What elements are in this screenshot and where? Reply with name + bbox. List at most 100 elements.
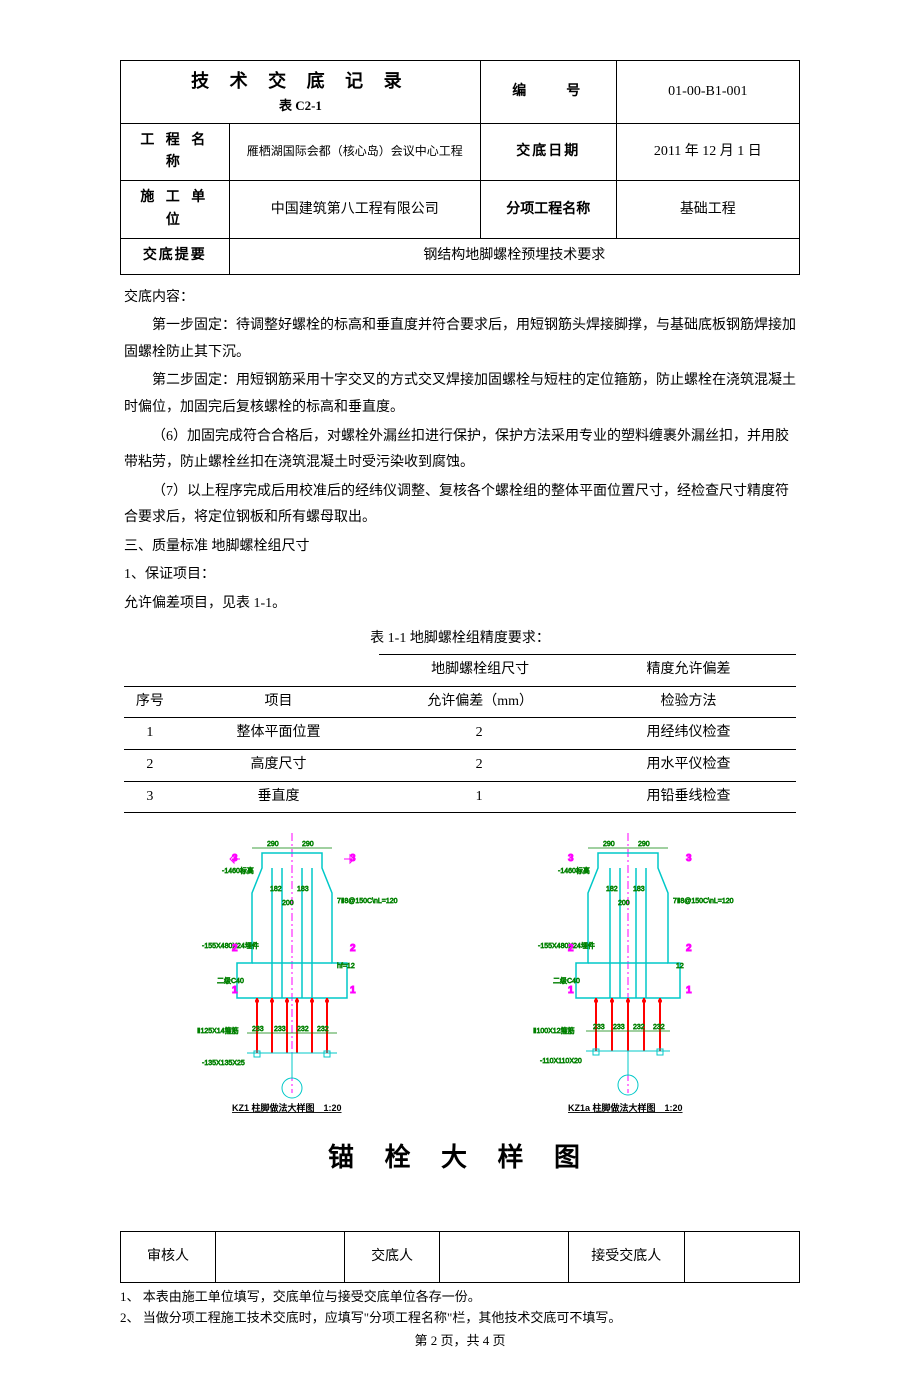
project-label: 工 程 名 称 [121, 123, 230, 181]
subproj-value: 基础工程 [616, 181, 799, 239]
reviewer-label: 审核人 [121, 1231, 216, 1282]
svg-text:233: 233 [252, 1026, 264, 1033]
svg-text:2: 2 [350, 943, 356, 954]
svg-text:7Ⅱ8@150C\nL=120: 7Ⅱ8@150C\nL=120 [673, 898, 734, 905]
spec-item: 整体平面位置 [178, 718, 380, 750]
svg-text:290: 290 [603, 841, 615, 848]
svg-text:Ⅱ125X14箍筋: Ⅱ125X14箍筋 [197, 1026, 239, 1035]
spec-n: 2 [124, 750, 178, 782]
svg-text:200: 200 [282, 900, 294, 907]
spec-tol: 2 [379, 718, 581, 750]
diagram-row: 290 290 -1460标高 182 183 200 [124, 833, 796, 1113]
table-row: 3 垂直度 1 用铅垂线检查 [124, 781, 796, 813]
receiver-value [684, 1231, 799, 1282]
body-p6: 1、保证项目： [124, 562, 796, 589]
date-value: 2011 年 12 月 1 日 [616, 123, 799, 181]
code-label: 编 号 [480, 61, 616, 124]
code-value: 01-00-B1-001 [616, 61, 799, 124]
svg-text:290: 290 [638, 841, 650, 848]
svg-text:3: 3 [686, 853, 692, 864]
project-value: 雁栖湖国际会都（核心岛）会议中心工程 [229, 123, 480, 181]
unit-label: 施 工 单 位 [121, 181, 230, 239]
svg-text:182: 182 [606, 886, 618, 893]
spec-n: 1 [124, 718, 178, 750]
svg-text:12: 12 [676, 963, 684, 970]
svg-text:2: 2 [232, 943, 238, 954]
svg-text:-135X135X25: -135X135X25 [202, 1060, 245, 1067]
body-p5: 三、质量标准 地脚螺栓组尺寸 [124, 534, 796, 561]
doc-title-cell: 技 术 交 底 记 录 表 C2-1 [121, 61, 481, 124]
spec-group2: 精度允许偏差 [581, 655, 796, 687]
svg-text:232: 232 [297, 1026, 309, 1033]
svg-text:233: 233 [613, 1024, 625, 1031]
body-h1: 交底内容： [124, 285, 796, 312]
svg-text:2: 2 [568, 943, 574, 954]
unit-value: 中国建筑第八工程有限公司 [229, 181, 480, 239]
svg-text:3: 3 [568, 853, 574, 864]
doc-subtitle: 表 C2-1 [129, 96, 472, 117]
svg-text:KZ1 柱脚做法大样图 1:20: KZ1 柱脚做法大样图 1:20 [232, 1102, 342, 1113]
spec-table-caption: 表 1-1 地脚螺栓组精度要求： [124, 626, 796, 653]
spec-method: 用水平仪检查 [581, 750, 796, 782]
svg-text:233: 233 [593, 1024, 605, 1031]
svg-text:1: 1 [232, 985, 238, 996]
svg-text:183: 183 [297, 886, 309, 893]
svg-text:-1460标高: -1460标高 [222, 866, 254, 875]
spec-col2: 允许偏差（mm） [379, 686, 581, 718]
svg-text:1: 1 [568, 985, 574, 996]
diagram-title: 锚 栓 大 样 图 [124, 1133, 796, 1182]
note1: 1、 本表由施工单位填写，交底单位与接受交底单位各存一份。 [120, 1287, 800, 1308]
svg-text:-110X110X20: -110X110X20 [540, 1058, 582, 1065]
svg-text:Ⅱ100X12箍筋: Ⅱ100X12箍筋 [533, 1026, 575, 1035]
svg-text:232: 232 [653, 1024, 665, 1031]
summary-label: 交底提要 [121, 239, 230, 274]
summary-value: 钢结构地脚螺栓预埋技术要求 [229, 239, 799, 274]
spec-n: 3 [124, 781, 178, 813]
spec-col3: 检验方法 [581, 686, 796, 718]
spec-col0: 序号 [124, 686, 178, 718]
body-p2: 第二步固定：用短钢筋采用十字交叉的方式交叉焊接加固螺栓与短柱的定位箍筋，防止螺栓… [124, 368, 796, 421]
svg-text:KZ1a 柱脚做法大样图 1:20: KZ1a 柱脚做法大样图 1:20 [568, 1102, 683, 1113]
svg-text:232: 232 [317, 1026, 329, 1033]
doc-title: 技 术 交 底 记 录 [191, 71, 410, 91]
svg-text:290: 290 [302, 841, 314, 848]
presenter-value [440, 1231, 569, 1282]
body-p4: （7）以上程序完成后用校准后的经纬仪调整、复核各个螺栓组的整体平面位置尺寸，经检… [124, 479, 796, 532]
spec-tol: 1 [379, 781, 581, 813]
spec-col1: 项目 [178, 686, 380, 718]
svg-text:232: 232 [633, 1024, 645, 1031]
table-row: 1 整体平面位置 2 用经纬仪检查 [124, 718, 796, 750]
spec-group1: 地脚螺栓组尺寸 [379, 655, 581, 687]
spec-header: 序号 项目 允许偏差（mm） 检验方法 [124, 686, 796, 718]
spec-item: 高度尺寸 [178, 750, 380, 782]
spec-header-group: 地脚螺栓组尺寸 精度允许偏差 [124, 655, 796, 687]
reviewer-value [216, 1231, 345, 1282]
date-label: 交底日期 [480, 123, 616, 181]
body-p7: 允许偏差项目，见表 1-1。 [124, 591, 796, 618]
svg-text:290: 290 [267, 841, 279, 848]
svg-text:-155X480X24埋件: -155X480X24埋件 [202, 941, 259, 950]
svg-text:233: 233 [274, 1026, 286, 1033]
spec-table: 地脚螺栓组尺寸 精度允许偏差 序号 项目 允许偏差（mm） 检验方法 1 整体平… [124, 654, 796, 813]
svg-text:hf=12: hf=12 [337, 963, 355, 970]
spec-method: 用铅垂线检查 [581, 781, 796, 813]
spec-item: 垂直度 [178, 781, 380, 813]
svg-text:-1460标高: -1460标高 [558, 866, 590, 875]
table-row: 2 高度尺寸 2 用水平仪检查 [124, 750, 796, 782]
header-table: 技 术 交 底 记 录 表 C2-1 编 号 01-00-B1-001 工 程 … [120, 60, 800, 275]
spec-tol: 2 [379, 750, 581, 782]
footnotes: 1、 本表由施工单位填写，交底单位与接受交底单位各存一份。 2、 当做分项工程施… [120, 1287, 800, 1329]
svg-text:7Ⅱ8@150C\nL=120: 7Ⅱ8@150C\nL=120 [337, 898, 398, 905]
page-number: 第 2 页，共 4 页 [120, 1331, 800, 1352]
svg-text:182: 182 [270, 886, 282, 893]
svg-text:二级C40: 二级C40 [553, 976, 580, 985]
svg-text:2: 2 [686, 943, 692, 954]
note2: 2、 当做分项工程施工技术交底时，应填写"分项工程名称"栏，其他技术交底可不填写… [120, 1308, 800, 1329]
receiver-label: 接受交底人 [569, 1231, 684, 1282]
subproj-label: 分项工程名称 [480, 181, 616, 239]
svg-text:183: 183 [633, 886, 645, 893]
svg-text:1: 1 [350, 985, 356, 996]
spec-method: 用经纬仪检查 [581, 718, 796, 750]
body-p1: 第一步固定：待调整好螺栓的标高和垂直度并符合要求后，用短钢筋头焊接脚撑，与基础底… [124, 313, 796, 366]
content-body: 交底内容： 第一步固定：待调整好螺栓的标高和垂直度并符合要求后，用短钢筋头焊接脚… [120, 275, 800, 1231]
